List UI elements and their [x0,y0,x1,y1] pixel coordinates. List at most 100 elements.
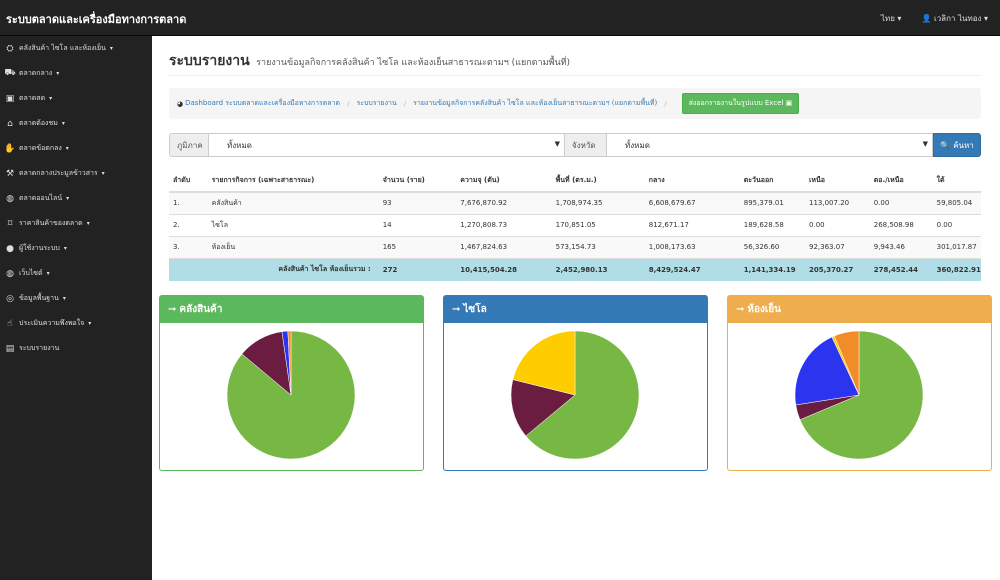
breadcrumb-separator: / [664,99,667,108]
chevron-down-icon: ▾ [86,220,90,227]
sidebar-item[interactable]: ● ผู้ใช้งานระบบ ▾ [0,236,152,261]
chevron-down-icon: ▾ [63,245,67,252]
arrow-right-icon: ➞ [168,304,177,315]
page-subtitle: รายงานข้อมูลกิจการคลังสินค้า ไซโล และห้อ… [256,58,571,68]
table-cell: 9,943.46 [869,235,933,258]
sidebar: ⛭ คลังสินค้า ไซโล และห้องเย็น ▾ ⛟ ตลาดกลาง ▾ ▣… [0,36,152,580]
sidebar-item[interactable]: ◍ เว็บไซต์ ▾ [0,261,152,286]
user-dropdown[interactable]: 👤 เวลิกา ไนทอง ▾ [921,12,988,25]
sidebar-item[interactable]: ⛭ คลังสินค้า ไซโล และห้องเย็น ▾ [0,36,152,61]
sidebar-item[interactable]: ⛟ ตลาดกลาง ▾ [0,61,152,86]
pie-slice[interactable] [799,330,924,460]
language-label: ไทย [880,14,895,23]
chevron-down-icon: ▾ [62,295,66,302]
language-dropdown[interactable]: ไทย ▾ [881,12,902,25]
price-tag-icon: ⌑ [7,218,13,229]
search-icon: 🔍 [940,140,951,150]
breadcrumb-separator: / [347,99,350,108]
region-select[interactable]: ทั้งหมด ▼ [209,133,565,157]
breadcrumb-separator: / [403,99,407,108]
column-header: รายการกิจการ (เฉพาะสาธารณะ) [207,169,379,193]
pie-slice[interactable] [510,379,576,437]
globe-icon: ◍ [6,193,14,204]
chevron-down-icon: ▾ [61,120,65,127]
chevron-down-icon: ▾ [983,14,988,23]
total-cell: 10,415,504.28 [456,257,552,281]
table-cell: ห้องเย็น [207,235,379,258]
navbar-right: ไทย ▾ 👤 เวลิกา ไนทอง ▾ [881,12,988,25]
sidebar-item[interactable]: ◎ ข้อมูลพื้นฐาน ▾ [0,286,152,311]
pie-slice[interactable] [525,330,640,460]
sidebar-item[interactable]: ✋ ตลาดข้อตกลง ▾ [0,136,152,161]
landmark-icon: ⌂ [7,118,13,129]
app-brand[interactable]: ระบบตลาดและเครื่องมือทางการตลาด [6,13,187,26]
chevron-down-icon: ▾ [65,145,69,152]
region-select-value: ทั้งหมด [227,140,252,150]
table-total-row: คลังสินค้า ไซโล ห้องเย็นรวม :272 10,415,5… [169,257,981,281]
sidebar-item[interactable]: ▤ ระบบรายงาน [0,336,152,361]
total-cell: 360,822.91 [932,257,981,281]
breadcrumb-dashboard[interactable]: Dashboard ระบบตลาดและเครื่องมือทางการตลา… [185,99,341,107]
breadcrumb: ◕ Dashboard ระบบตลาดและเครื่องมือทางการต… [169,88,981,119]
column-header: เหนือ [805,169,870,193]
filter-bar: ภูมิภาค ทั้งหมด ▼ จังหวัด ทั้งหมด ▼ 🔍 ค้น… [169,133,981,157]
sidebar-item[interactable]: ◍ ตลาดออนไลน์ ▾ [0,186,152,211]
pie-chart [794,330,924,460]
pie-slice[interactable] [287,330,292,396]
thumbs-up-icon: ☝ [7,318,13,329]
province-select[interactable]: ทั้งหมด ▼ [607,133,933,157]
table-cell: 812,671.17 [644,213,740,236]
column-header: กลาง [644,169,740,193]
table-cell: 0.00 [869,191,933,214]
chevron-down-icon: ▾ [49,95,53,102]
report-icon: ▤ [5,343,15,354]
total-cell: 272 [378,257,457,281]
chart-panel-title: ห้องเย็น [747,304,781,315]
table-row: 2. ไซโล 14 1,270,808.73 170,851.05 812,671.17… [169,213,981,236]
table-cell: 0.00 [932,213,981,236]
search-button[interactable]: 🔍 ค้นหา [933,133,981,157]
chevron-down-icon: ▾ [46,270,50,277]
sidebar-item[interactable]: ☝ ประเมินความพึงพอใจ ▾ [0,311,152,336]
sidebar-item-label: ตลาดต้องชม [19,119,58,127]
chart-panel-title: ไซโล [463,304,487,315]
table-cell: 573,154.73 [551,235,645,258]
table-cell: 6,608,679.67 [644,191,740,214]
sidebar-item-label: คลังสินค้า ไซโล และห้องเย็น [19,44,106,52]
table-cell: ไซโล [207,213,379,236]
column-header: ตะวันออก [739,169,806,193]
total-cell: 8,429,524.47 [644,257,740,281]
table-cell: 3. [169,235,208,258]
sidebar-item[interactable]: ⚒ ตลาดกลางประมูลข้าวสาร ▾ [0,161,152,186]
table-cell: 1,708,974.35 [551,191,645,214]
column-header: ลำดับ [169,169,208,193]
warehouse-icon: ⛭ [6,43,14,54]
sidebar-item[interactable]: ⌂ ตลาดต้องชม ▾ [0,111,152,136]
pie-slice[interactable] [834,330,860,396]
table-cell: 2. [169,213,208,236]
table-cell: 268,508.98 [869,213,933,236]
chart-panel: ➞ คลังสินค้า [159,295,424,471]
total-cell: 205,370.27 [805,257,870,281]
top-navbar: ระบบตลาดและเครื่องมือทางการตลาด ไทย ▾ 👤 … [0,0,1000,36]
sidebar-item-label: ตลาดกลางประมูลข้าวสาร [19,169,98,177]
pie-slice[interactable] [512,330,576,396]
breadcrumb-report-system[interactable]: ระบบรายงาน [356,99,397,107]
table-cell: 189,628.58 [739,213,806,236]
export-excel-button[interactable]: ส่งออกรายงานในรูปแบบ Excel ▣ [681,93,800,114]
chart-panel-header: ➞ ไซโล [444,296,707,323]
chevron-down-icon: ▾ [109,45,113,52]
sidebar-item[interactable]: ▣ ตลาดสด ▾ [0,86,152,111]
globe-icon: ◍ [6,268,14,279]
export-excel-label: ส่งออกรายงานในรูปแบบ Excel [688,99,784,107]
table-cell: 1. [169,191,208,214]
pie-slice[interactable] [794,336,860,406]
sidebar-item-label: ราคาสินค้าของตลาด [19,219,83,227]
breadcrumb-current[interactable]: รายงานข้อมูลกิจการคลังสินค้า ไซโล และห้อ… [413,99,658,107]
sidebar-item[interactable]: ⌑ ราคาสินค้าของตลาด ▾ [0,211,152,236]
table-cell: 92,363.07 [805,235,870,258]
user-name: เวลิกา ไนทอง [933,14,982,23]
column-header: ใต้ [932,169,981,193]
table-cell: 113,007.20 [805,191,870,214]
table-cell: 1,270,808.73 [456,213,552,236]
